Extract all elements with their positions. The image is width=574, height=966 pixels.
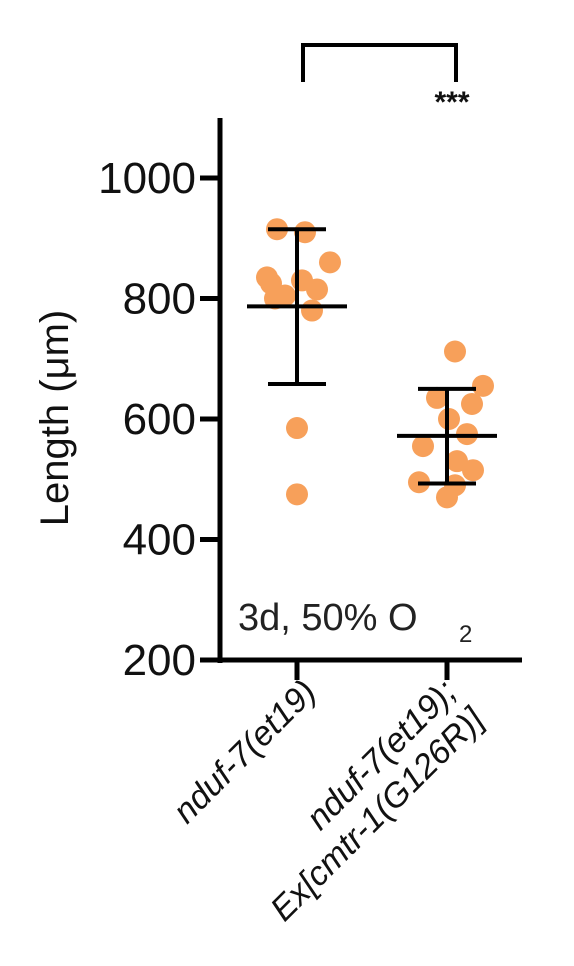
condition-subscript: 2	[459, 621, 472, 648]
data-point	[461, 392, 483, 415]
data-point	[472, 374, 494, 397]
significance-bracket	[301, 43, 458, 82]
data-point	[412, 435, 434, 458]
data-points	[256, 218, 494, 509]
significance-stars: ***	[434, 86, 469, 119]
y-tick-label: 200	[123, 636, 196, 685]
condition-annotation: 3d, 50% O	[238, 597, 418, 639]
y-tick-label: 600	[123, 395, 196, 444]
category-label-line: nduf-7(et19)	[166, 673, 324, 831]
data-point	[306, 278, 328, 301]
data-point	[426, 386, 448, 409]
data-point	[319, 251, 341, 274]
axes: 200 400 600 800 1000	[98, 118, 522, 685]
data-point	[294, 221, 316, 244]
data-point	[462, 459, 484, 482]
data-point	[436, 486, 458, 509]
error-bars	[247, 227, 497, 486]
data-point	[286, 483, 308, 506]
data-point	[286, 417, 308, 440]
y-tick-label: 800	[123, 275, 196, 324]
data-point	[301, 299, 323, 322]
category-label: nduf-7(et19)	[166, 673, 324, 831]
y-tick-label: 1000	[98, 154, 196, 203]
y-tick-label: 400	[123, 516, 196, 565]
y-axis-title: Length (μm)	[33, 310, 77, 526]
data-point	[444, 340, 466, 363]
data-point	[446, 450, 468, 473]
data-point	[264, 287, 286, 310]
